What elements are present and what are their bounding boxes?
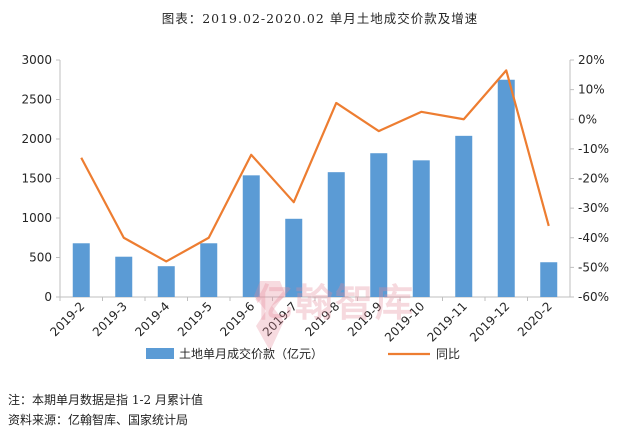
y-right-tick-label: 20% (578, 53, 605, 67)
bar (72, 243, 90, 297)
x-tick-label: 2020-2 (515, 299, 555, 339)
bar (540, 262, 558, 297)
y-right-tick-label: -20% (578, 172, 609, 186)
bar (497, 79, 515, 297)
y-left-tick-label: 1500 (21, 172, 52, 186)
bar (327, 172, 345, 297)
y-right-tick-label: -10% (578, 142, 609, 156)
bar (157, 266, 175, 297)
source-note: 资料来源：亿翰智库、国家统计局 (8, 413, 189, 427)
footnote: 注：本期单月数据是指 1-2 月累计值 (8, 393, 203, 407)
chart-title: 图表：2019.02-2020.02 单月土地成交价款及增速 (161, 11, 479, 26)
y-right-tick-label: -40% (578, 231, 609, 245)
bar (115, 256, 133, 297)
y-left-tick-label: 1000 (21, 211, 52, 225)
legend-swatch-bar (146, 348, 174, 359)
x-tick-label: 2019-2 (47, 299, 87, 339)
x-tick-label: 2019-11 (425, 299, 470, 344)
bar (370, 153, 388, 297)
bar (285, 218, 303, 297)
y-right-tick-label: -60% (578, 290, 609, 304)
x-tick-label: 2019-3 (90, 299, 130, 339)
watermark-text: 亿翰智库 (255, 281, 416, 325)
bar (242, 175, 260, 297)
y-left-tick-label: 2000 (21, 132, 52, 146)
bar (200, 243, 218, 297)
bar (455, 135, 473, 297)
series-line-yoy (80, 69, 550, 263)
y-left-tick-label: 500 (29, 251, 52, 265)
y-left-tick-label: 2500 (21, 93, 52, 107)
x-tick-label: 2019-5 (175, 299, 215, 339)
y-right-tick-label: -50% (578, 260, 609, 274)
watermark-logo-icon (254, 281, 286, 351)
legend-label-line: 同比 (436, 347, 460, 361)
x-tick-label: 2019-4 (132, 299, 172, 339)
x-tick-label: 2019-12 (467, 299, 512, 344)
bar (412, 160, 430, 297)
y-right-tick-label: 0% (578, 112, 597, 126)
y-left-tick-label: 0 (44, 290, 52, 304)
y-right-tick-label: -30% (578, 201, 609, 215)
y-left-tick-label: 3000 (21, 53, 52, 67)
y-right-tick-label: 10% (578, 83, 605, 97)
legend-label-bar: 土地单月成交价款（亿元） (179, 346, 323, 361)
